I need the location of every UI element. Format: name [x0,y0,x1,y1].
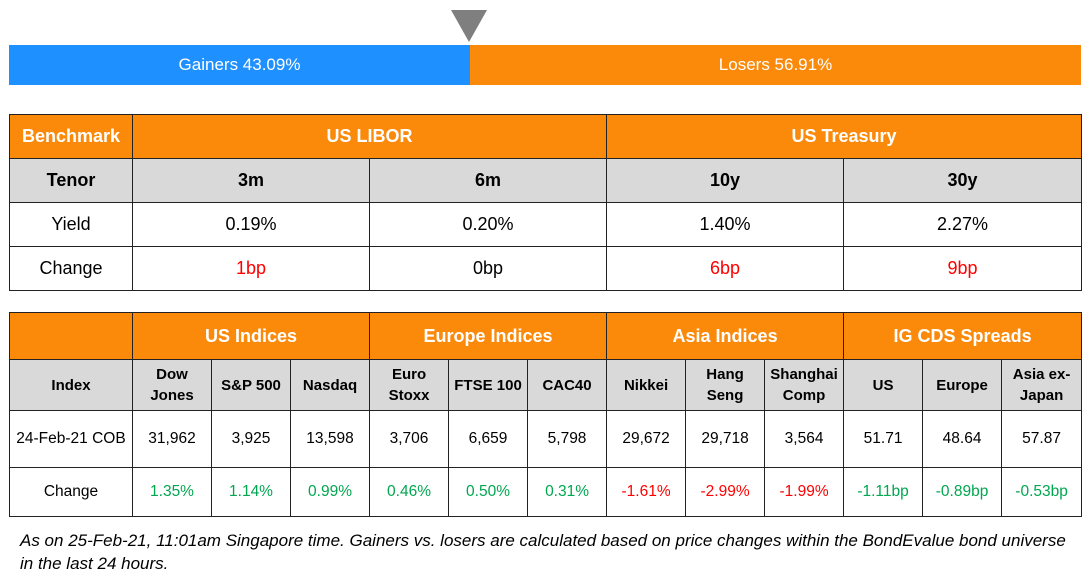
index-name-line: Nikkei [623,376,669,394]
gainers-label: Gainers 43.09% [178,55,301,74]
index-name-cell: Asia ex- Japan [1001,359,1083,411]
index-name-line: US [872,376,894,394]
index-name-line: Europe [936,376,988,394]
index-change-cell: -1.11bp [843,467,924,517]
index-change-cell: -1.99% [764,467,845,517]
us-libor-header: US LIBOR [131,114,608,159]
index-name-cell: FTSE 100 [448,359,529,411]
yield-cell: 0.19% [132,202,370,247]
index-value-cell: 29,718 [685,410,766,468]
index-change-cell: 1.35% [132,467,212,517]
change-cell: 1bp [132,246,370,291]
yield-row: Yield 0.19% 0.20% 1.40% 2.27% [9,202,1083,247]
index-name-cell: Hang Seng [685,359,766,411]
group-blank-cell [9,312,133,360]
index-name-cell: Euro Stoxx [369,359,450,411]
benchmark-header: Benchmark [9,114,133,159]
index-name-line: Comp [782,387,826,404]
index-change-cell: 1.14% [211,467,291,517]
index-name-line: Asia ex- [1012,366,1071,383]
breadth-marker-icon [451,10,487,42]
index-name-line: Euro [391,366,427,383]
index-name-line: Japan [1019,387,1064,404]
index-change-cell: -0.53bp [1001,467,1083,517]
index-name-line: Seng [706,387,744,404]
yield-cell: 2.27% [843,202,1083,247]
index-name-line: FTSE 100 [454,376,522,394]
tenor-cell: 6m [368,158,608,203]
index-change-cell: -1.61% [606,467,687,517]
change-cell: 6bp [606,246,845,291]
yield-cell: 1.40% [606,202,845,247]
index-name-cell: Nasdaq [289,359,371,411]
index-value-cell: 51.71 [843,410,924,468]
change-cell: 0bp [368,246,608,291]
index-change-cell: 0.31% [527,467,608,517]
index-value-cell: 31,962 [132,410,212,468]
index-name-line: CAC40 [542,376,592,394]
yield-label: Yield [9,202,133,247]
index-change-cell: 0.50% [448,467,529,517]
index-label: Index [9,359,133,411]
index-name-cell: Europe [922,359,1003,411]
index-name-line: Jones [150,387,194,404]
index-value-cell: 6,659 [448,410,529,468]
group-header: Asia Indices [606,312,845,360]
group-header: US Indices [131,312,371,360]
index-name-line: Dow [156,366,188,383]
index-change-cell: -2.99% [685,467,766,517]
index-change-cell: -0.89bp [922,467,1003,517]
index-value-cell: 3,706 [369,410,450,468]
index-value-row: 24-Feb-21 COB 31,962 3,925 13,598 3,706 … [9,410,1083,468]
index-value-cell: 29,672 [606,410,687,468]
rates-header-row: Benchmark US LIBOR US Treasury [9,114,1083,159]
index-value-cell: 57.87 [1001,410,1083,468]
change-label: Change [9,246,133,291]
index-name-line: Stoxx [388,387,430,404]
losers-bar: Losers 56.91% [470,45,1081,85]
tenor-cell: 30y [843,158,1083,203]
tenor-cell: 3m [132,158,370,203]
tenor-row: Tenor 3m 6m 10y 30y [9,158,1083,203]
index-name-cell: Nikkei [606,359,687,411]
index-change-cell: 0.46% [369,467,450,517]
yield-cell: 0.20% [368,202,608,247]
index-name-cell: US [843,359,924,411]
index-name-cell: CAC40 [527,359,608,411]
index-name-cell: S&P 500 [211,359,291,411]
index-value-cell: 3,925 [211,410,291,468]
index-change-cell: 0.99% [289,467,371,517]
index-value-cell: 13,598 [289,410,371,468]
indices-group-row: US Indices Europe Indices Asia Indices I… [9,312,1083,360]
index-name-row: Index Dow Jones S&P 500 Nasdaq Euro Stoxx … [9,359,1083,411]
index-name-line: Nasdaq [302,376,358,394]
index-name-line: Hang [706,366,744,383]
rates-table: Benchmark US LIBOR US Treasury Tenor 3m … [9,114,1083,291]
rate-change-row: Change 1bp 0bp 6bp 9bp [9,246,1083,291]
index-name-cell: Shanghai Comp [764,359,845,411]
index-value-cell: 5,798 [527,410,608,468]
index-name-line: S&P 500 [221,376,281,394]
index-name-cell: Dow Jones [132,359,212,411]
tenor-cell: 10y [606,158,845,203]
cob-label: 24-Feb-21 COB [9,410,133,468]
group-header: Europe Indices [369,312,608,360]
us-treasury-header: US Treasury [606,114,1083,159]
losers-label: Losers 56.91% [718,55,833,74]
group-header: IG CDS Spreads [843,312,1083,360]
index-value-cell: 48.64 [922,410,1003,468]
gainers-bar: Gainers 43.09% [9,45,470,85]
tenor-label: Tenor [9,158,133,203]
change-label: Change [9,467,133,517]
index-name-line: Shanghai [770,366,838,383]
indices-table: US Indices Europe Indices Asia Indices I… [9,312,1083,517]
change-cell: 9bp [843,246,1083,291]
index-change-row: Change 1.35% 1.14% 0.99% 0.46% 0.50% 0.3… [9,467,1083,517]
footnote: As on 25-Feb-21, 11:01am Singapore time.… [20,531,1066,573]
index-value-cell: 3,564 [764,410,845,468]
